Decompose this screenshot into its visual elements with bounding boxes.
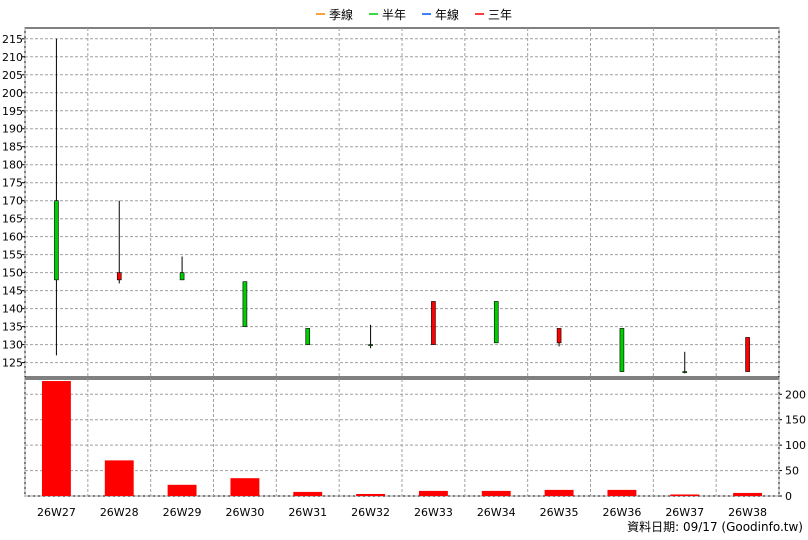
volume-bar bbox=[104, 460, 134, 496]
volume-bar bbox=[418, 490, 448, 496]
x-tick-label: 26W32 bbox=[351, 506, 390, 519]
candle-body bbox=[179, 272, 185, 281]
volume-bar bbox=[481, 490, 511, 496]
volume-bar bbox=[41, 381, 71, 496]
price-tick-label: 135 bbox=[2, 321, 23, 334]
candle-body bbox=[305, 328, 311, 345]
volume-tick-label: 0 bbox=[785, 490, 792, 503]
price-tick-label: 155 bbox=[2, 249, 23, 262]
volume-tick-label: 50 bbox=[785, 465, 799, 478]
x-tick-label: 26W27 bbox=[37, 506, 76, 519]
x-tick-label: 26W37 bbox=[665, 506, 704, 519]
price-tick-label: 130 bbox=[2, 339, 23, 352]
candle-body bbox=[368, 344, 373, 346]
volume-bar bbox=[356, 493, 386, 496]
candle-body bbox=[54, 200, 59, 281]
volume-tick-label: 200 bbox=[785, 388, 806, 401]
legend-label: 年線 bbox=[435, 7, 459, 22]
x-tick-label: 26W29 bbox=[163, 506, 202, 519]
candle-body bbox=[431, 301, 436, 345]
x-tick-label: 26W36 bbox=[602, 506, 641, 519]
candle-body bbox=[619, 328, 625, 372]
candle-body bbox=[682, 371, 688, 373]
x-tick-label: 26W33 bbox=[414, 506, 453, 519]
x-tick-label: 26W28 bbox=[100, 506, 139, 519]
candle-body bbox=[556, 328, 562, 344]
data-date-footer: 資料日期: 09/17 (Goodinfo.tw) bbox=[627, 520, 803, 534]
candle-body bbox=[242, 281, 248, 327]
x-tick-label: 26W35 bbox=[540, 506, 579, 519]
price-tick-label: 125 bbox=[2, 357, 23, 370]
legend-label: 半年 bbox=[382, 8, 406, 22]
volume-bar bbox=[733, 492, 763, 496]
volume-bar bbox=[230, 478, 260, 496]
x-tick-label: 26W38 bbox=[728, 506, 767, 519]
price-tick-label: 150 bbox=[2, 267, 23, 280]
price-tick-label: 160 bbox=[2, 231, 23, 244]
legend-label: 三年 bbox=[488, 8, 512, 22]
candle-body bbox=[116, 272, 122, 281]
price-tick-label: 180 bbox=[2, 159, 23, 172]
price-tick-label: 205 bbox=[2, 69, 23, 82]
price-tick-label: 140 bbox=[2, 303, 23, 316]
volume-bar bbox=[544, 489, 574, 496]
price-tick-label: 185 bbox=[2, 141, 23, 154]
volume-tick-label: 150 bbox=[785, 414, 806, 427]
price-tick-label: 210 bbox=[2, 51, 23, 64]
volume-bar bbox=[167, 484, 197, 496]
volume-bar bbox=[670, 494, 700, 496]
candle-body bbox=[493, 301, 499, 344]
price-tick-label: 190 bbox=[2, 123, 23, 136]
candle-body bbox=[745, 337, 750, 372]
volume-bar bbox=[293, 491, 323, 496]
volume-bar bbox=[607, 489, 637, 496]
price-tick-label: 175 bbox=[2, 177, 23, 190]
price-tick-label: 195 bbox=[2, 105, 23, 118]
price-tick-label: 215 bbox=[2, 33, 23, 46]
x-tick-label: 26W31 bbox=[288, 506, 327, 519]
price-tick-label: 165 bbox=[2, 213, 23, 226]
x-tick-label: 26W34 bbox=[477, 506, 516, 519]
x-tick-label: 26W30 bbox=[225, 506, 264, 519]
legend-label: 季線 bbox=[329, 7, 353, 22]
price-tick-label: 170 bbox=[2, 195, 23, 208]
price-tick-label: 200 bbox=[2, 87, 23, 100]
price-tick-label: 145 bbox=[2, 285, 23, 298]
volume-tick-label: 100 bbox=[785, 439, 806, 452]
